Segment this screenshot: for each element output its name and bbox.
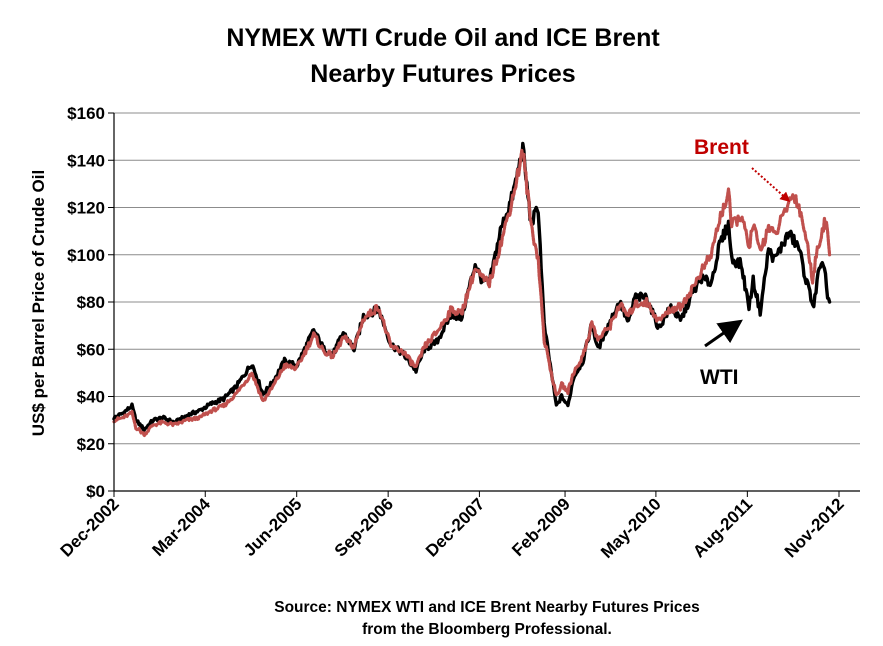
y-tick-label: $60 — [77, 340, 105, 359]
source-line-1: Source: NYMEX WTI and ICE Brent Nearby F… — [274, 599, 700, 616]
y-tick-label: $40 — [77, 388, 105, 407]
x-tick-label: Sep-2006 — [331, 494, 397, 560]
x-tick-label: Mar-2004 — [149, 494, 215, 560]
x-tick-label: Dec-2007 — [422, 494, 488, 560]
annotation-brent-arrow — [751, 167, 791, 202]
gridlines — [114, 112, 860, 445]
chart-title-line-2: Nearby Futures Prices — [310, 60, 575, 88]
y-tick-label: $120 — [67, 199, 105, 218]
chart-title-line-1: NYMEX WTI Crude Oil and ICE Brent — [226, 24, 660, 52]
x-tick-label: Jun-2005 — [240, 494, 306, 560]
x-tick-label: Nov-2012 — [781, 494, 848, 561]
source-line-2: from the Bloomberg Professional. — [362, 621, 612, 638]
x-tick-label: Dec-2002 — [57, 494, 123, 560]
x-tick-label: Aug-2011 — [689, 494, 756, 561]
y-tick-label: $100 — [67, 246, 105, 265]
annotation-brent: Brent — [694, 136, 749, 159]
y-tick-label: $160 — [67, 104, 105, 123]
x-axis-ticks: Dec-2002 Mar-2004 Jun-2005 Sep-2006 Dec-2007… — [57, 491, 848, 562]
x-tick-label: May-2010 — [597, 494, 665, 562]
axes — [113, 113, 860, 492]
x-tick-label: Feb-2009 — [508, 494, 574, 560]
series-lines — [112, 141, 832, 438]
annotation-wti: WTI — [700, 366, 738, 389]
series-line-brent — [112, 148, 832, 438]
annotation-wti-arrow — [704, 319, 743, 348]
y-tick-label: $0 — [86, 482, 105, 501]
y-tick-label: $80 — [77, 293, 105, 312]
y-axis-label: US$ per Barrel Price of Crude Oil — [29, 170, 48, 436]
y-tick-label: $20 — [77, 435, 105, 454]
y-tick-label: $140 — [67, 151, 105, 170]
y-axis-ticks: $0 $20 $40 $60 $80 $100 $120 $140 $160 — [67, 104, 114, 501]
